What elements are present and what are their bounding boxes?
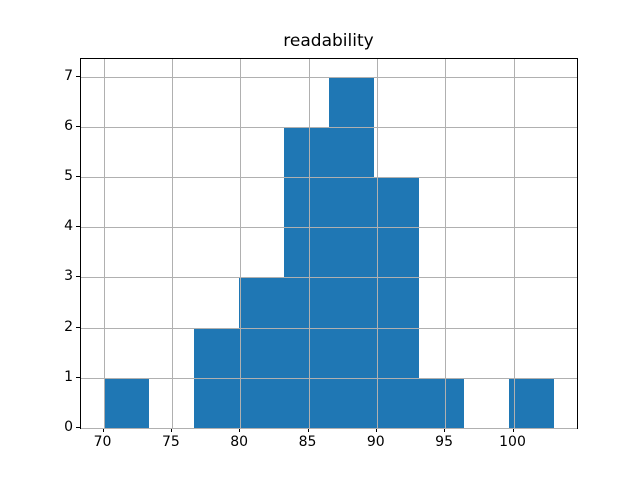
gridline-horizontal: [81, 227, 577, 229]
x-tick-label: 85: [298, 434, 317, 450]
x-tick-label: 100: [499, 434, 526, 450]
histogram-bar: [509, 377, 555, 428]
y-tick-label: 6: [64, 117, 73, 134]
x-tick-mark: [239, 428, 241, 432]
y-tick-label: 4: [64, 218, 73, 235]
x-tick-mark: [102, 428, 104, 432]
y-tick-label: 5: [64, 168, 73, 184]
y-tick-label: 0: [64, 419, 73, 435]
x-tick-label: 95: [435, 434, 453, 450]
gridline-horizontal: [81, 377, 577, 379]
y-tick-label: 1: [64, 368, 73, 385]
gridline-horizontal: [81, 277, 577, 279]
histogram-bar: [329, 76, 375, 428]
gridline-vertical: [308, 59, 310, 428]
x-tick-label: 90: [366, 434, 385, 450]
y-tick-mark: [76, 376, 80, 378]
x-tick-label: 70: [93, 434, 112, 450]
x-tick-mark: [444, 428, 446, 432]
y-tick-mark: [76, 276, 80, 278]
chart-title: readability: [283, 31, 374, 51]
y-tick-mark: [76, 176, 80, 177]
histogram-bar: [193, 327, 239, 428]
histogram-bar: [419, 377, 465, 428]
x-tick-mark: [375, 428, 377, 432]
y-tick-mark: [76, 326, 80, 328]
y-tick-mark: [76, 75, 80, 77]
x-tick-mark: [307, 428, 309, 432]
x-tick-label: 75: [161, 434, 180, 450]
histogram-bar: [238, 277, 284, 428]
plot-area: [80, 58, 578, 429]
gridline-horizontal: [81, 177, 577, 178]
gridline-horizontal: [81, 126, 577, 128]
y-tick-mark: [76, 427, 80, 428]
histogram-bar: [374, 177, 420, 428]
gridline-vertical: [513, 59, 515, 428]
gridline-horizontal: [81, 327, 577, 329]
gridline-vertical: [445, 59, 447, 428]
x-tick-label: 80: [230, 434, 249, 450]
y-tick-label: 7: [64, 67, 73, 84]
gridline-vertical: [240, 59, 242, 428]
gridline-horizontal: [81, 428, 577, 429]
x-tick-mark: [170, 428, 172, 432]
x-tick-mark: [512, 428, 514, 432]
y-tick-label: 2: [64, 318, 73, 335]
histogram-bar: [103, 377, 149, 428]
gridline-vertical: [103, 59, 105, 428]
gridline-horizontal: [81, 76, 577, 78]
y-tick-label: 3: [64, 268, 73, 285]
gridline-vertical: [376, 59, 378, 428]
y-tick-mark: [76, 226, 80, 228]
y-tick-mark: [76, 125, 80, 127]
gridline-vertical: [171, 59, 173, 428]
